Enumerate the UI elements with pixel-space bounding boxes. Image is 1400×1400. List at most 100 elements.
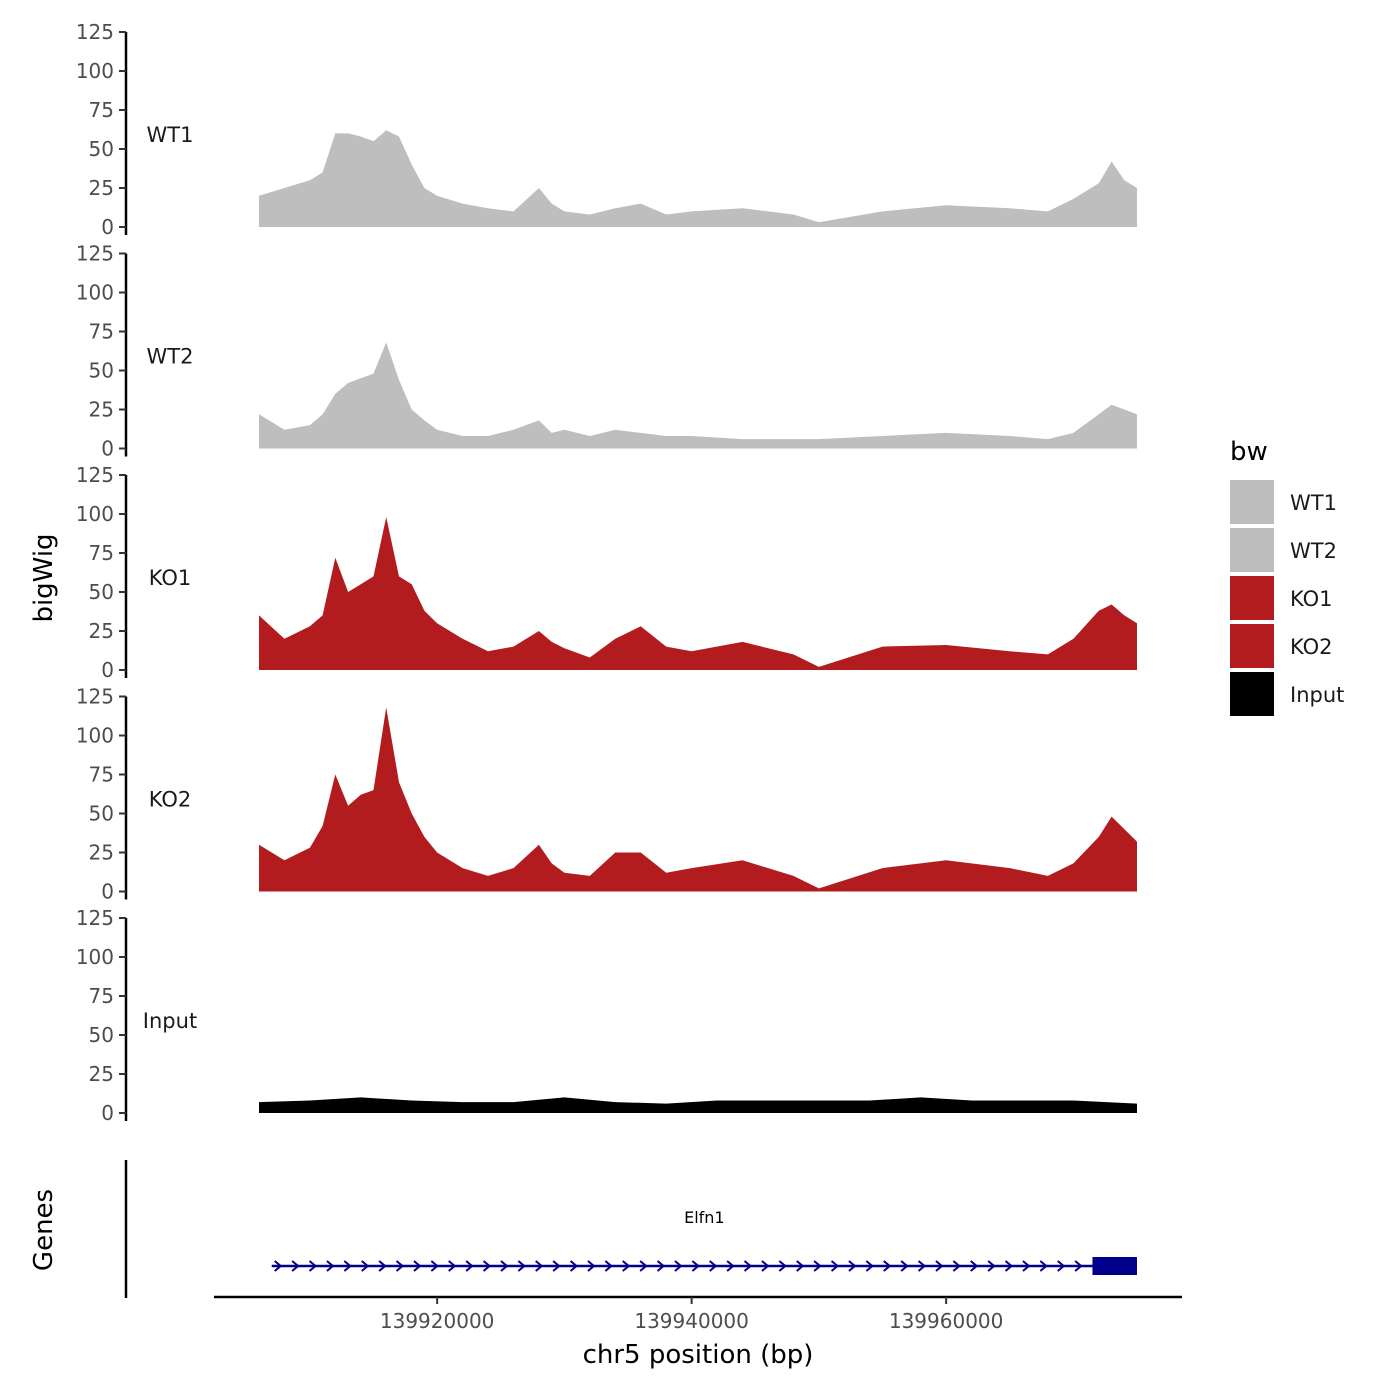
y-tick-label: 75 <box>89 763 114 787</box>
strand-arrow <box>865 1260 874 1272</box>
area-wt2 <box>259 342 1137 449</box>
y-tick-label: 25 <box>89 1062 114 1086</box>
strand-arrow <box>552 1260 561 1272</box>
strand-arrow <box>535 1260 544 1272</box>
strand-arrow <box>361 1260 370 1272</box>
strand-arrow <box>604 1260 613 1272</box>
y-tick-label: 0 <box>101 880 114 904</box>
area-ko2 <box>259 707 1137 892</box>
y-tick-label: 75 <box>89 98 114 122</box>
track-wt1: 0 25 50 75 100 125 WT1 <box>76 20 1137 239</box>
y-tick-label: 75 <box>89 541 114 565</box>
y-tick-label: 50 <box>89 359 114 383</box>
y-tick-label: 125 <box>76 20 114 44</box>
strand-arrow <box>326 1260 335 1272</box>
legend-key-input <box>1230 672 1274 716</box>
strand-arrow <box>587 1260 596 1272</box>
legend-label-ko2: KO2 <box>1290 635 1333 659</box>
gene-elfn1: Elfn1 <box>271 1208 1137 1275</box>
y-tick-label: 0 <box>101 658 114 682</box>
y-tick-label: 25 <box>89 619 114 643</box>
strand-arrow <box>1022 1260 1031 1272</box>
track-wt2: 0 25 50 75 100 125 WT2 <box>76 242 1137 461</box>
strand-arrow <box>343 1260 352 1272</box>
legend-label-ko1: KO1 <box>1290 587 1333 611</box>
track-ko2: 0 25 50 75 100 125 KO2 <box>76 685 1137 904</box>
gene-label: Elfn1 <box>684 1208 725 1227</box>
strand-arrow <box>987 1260 996 1272</box>
y-tick-label: 25 <box>89 398 114 422</box>
x-tick-label: 139960000 <box>889 1309 1004 1333</box>
strand-arrow <box>743 1260 753 1272</box>
strand-arrow <box>900 1260 909 1272</box>
legend: bw WT1 WT2 KO1 KO2 Input <box>1230 437 1344 716</box>
strand-arrow <box>970 1260 979 1272</box>
strand-arrow <box>1004 1260 1014 1272</box>
strand-arrow <box>395 1260 405 1272</box>
track-label: WT2 <box>147 345 194 369</box>
legend-key-ko2 <box>1230 624 1274 668</box>
gene-cds-block <box>1092 1257 1137 1275</box>
area-wt1 <box>259 130 1137 227</box>
y-tick-label: 125 <box>76 906 114 930</box>
area-input <box>259 1097 1137 1113</box>
x-tick-label: 139920000 <box>380 1309 495 1333</box>
strand-arrow <box>761 1260 770 1272</box>
y-tick-label: 0 <box>101 437 114 461</box>
strand-arrow <box>796 1260 805 1272</box>
strand-arrow <box>1057 1260 1066 1272</box>
strand-arrow <box>413 1260 422 1272</box>
y-tick-label: 50 <box>89 1023 114 1047</box>
strand-arrow <box>709 1260 718 1272</box>
x-axis: 139920000 139940000 139960000 <box>214 1295 1182 1333</box>
strand-arrow <box>622 1260 631 1272</box>
strand-arrow <box>430 1260 439 1272</box>
strand-arrow <box>500 1260 509 1272</box>
track-label: KO1 <box>149 566 192 590</box>
y-tick-label: 125 <box>76 685 114 709</box>
strand-arrow <box>517 1260 526 1272</box>
strand-arrow <box>935 1260 944 1272</box>
track-ko1: 0 25 50 75 100 125 KO1 <box>76 463 1137 682</box>
track-input: 0 25 50 75 100 125 Input <box>76 906 1137 1125</box>
legend-label-wt1: WT1 <box>1290 491 1337 515</box>
y-tick-label: 125 <box>76 463 114 487</box>
y-axis-title: bigWig <box>29 533 59 622</box>
strand-arrow <box>291 1260 300 1272</box>
x-axis-title: chr5 position (bp) <box>583 1340 814 1370</box>
strand-arrow <box>569 1260 579 1272</box>
strand-arrow <box>848 1260 857 1272</box>
gene-track: Elfn1 <box>124 1160 1137 1298</box>
y-tick-label: 100 <box>76 724 114 748</box>
strand-arrow <box>778 1260 787 1272</box>
legend-key-wt1 <box>1230 480 1274 524</box>
track-label: WT1 <box>147 123 194 147</box>
y-tick-label: 75 <box>89 320 114 344</box>
strand-arrow <box>691 1260 700 1272</box>
legend-title: bw <box>1230 437 1268 467</box>
y-tick-label: 75 <box>89 984 114 1008</box>
strand-arrow <box>830 1260 840 1272</box>
strand-arrow <box>639 1260 648 1272</box>
strand-arrow <box>917 1260 927 1272</box>
y-tick-label: 25 <box>89 841 114 865</box>
strand-arrow <box>813 1260 822 1272</box>
y-tick-label: 25 <box>89 176 114 200</box>
strand-arrow <box>952 1260 961 1272</box>
strand-arrow <box>726 1260 735 1272</box>
legend-key-ko1 <box>1230 576 1274 620</box>
y-tick-label: 100 <box>76 281 114 305</box>
y-tick-label: 125 <box>76 242 114 266</box>
strand-arrow <box>308 1260 318 1272</box>
y-tick-label: 100 <box>76 502 114 526</box>
strand-arrow <box>274 1260 283 1272</box>
strand-arrow <box>448 1260 457 1272</box>
signal-tracks: 0 25 50 75 100 125 WT1 0 25 50 75 100 125 WT2 0 25 50 75 1… <box>76 20 1137 1125</box>
legend-label-wt2: WT2 <box>1290 539 1337 563</box>
strand-arrow <box>465 1260 474 1272</box>
strand-arrow <box>883 1260 892 1272</box>
gene-track-title: Genes <box>29 1189 59 1271</box>
y-tick-label: 50 <box>89 580 114 604</box>
